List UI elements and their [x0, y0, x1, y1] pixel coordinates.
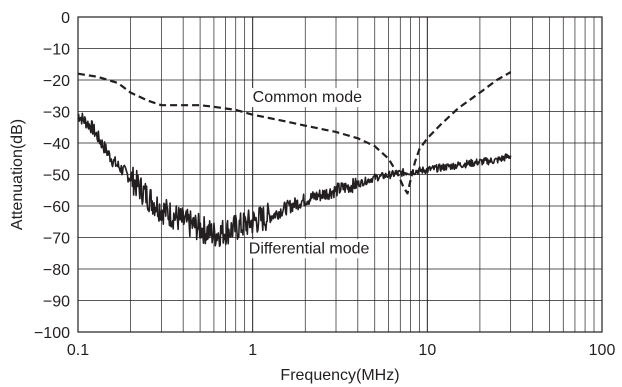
- annotation-background: [249, 88, 366, 108]
- x-tick-label: 1: [248, 342, 257, 359]
- y-tick-labels: 0 −10 −20 −30 −40 −50 −60 −70 −80 −90 −100: [34, 10, 70, 342]
- series-line-differential-mode: [77, 112, 512, 248]
- y-tick-label: −100: [34, 325, 70, 342]
- annotation-background: [245, 239, 373, 259]
- y-axis-label: Attenuation(dB): [9, 119, 26, 230]
- y-tick-label: −80: [43, 262, 70, 279]
- annotation-label: Differential mode: [249, 240, 370, 257]
- y-tick-label: 0: [61, 10, 70, 27]
- y-tick-label: −60: [43, 199, 70, 216]
- y-tick-label: −30: [43, 105, 70, 122]
- y-tick-label: −40: [43, 136, 70, 153]
- y-tick-label: −50: [43, 168, 70, 185]
- x-axis-label: Frequency(MHz): [280, 367, 399, 384]
- y-tick-label: −90: [43, 294, 70, 311]
- x-tick-labels: 0.1 1 10 100: [67, 342, 616, 359]
- x-tick-label: 10: [418, 342, 436, 359]
- series-line-common-mode: [77, 71, 512, 195]
- x-tick-label: 100: [589, 342, 616, 359]
- y-tick-label: −20: [43, 73, 70, 90]
- y-tick-label: −10: [43, 42, 70, 59]
- annotation-label: Common mode: [253, 89, 362, 106]
- x-tick-label: 0.1: [67, 342, 89, 359]
- y-tick-label: −70: [43, 231, 70, 248]
- grid: [77, 16, 602, 333]
- series-layer: [77, 71, 512, 248]
- annotations: Common mode Differential mode: [245, 88, 373, 259]
- plot-frame: [77, 16, 603, 333]
